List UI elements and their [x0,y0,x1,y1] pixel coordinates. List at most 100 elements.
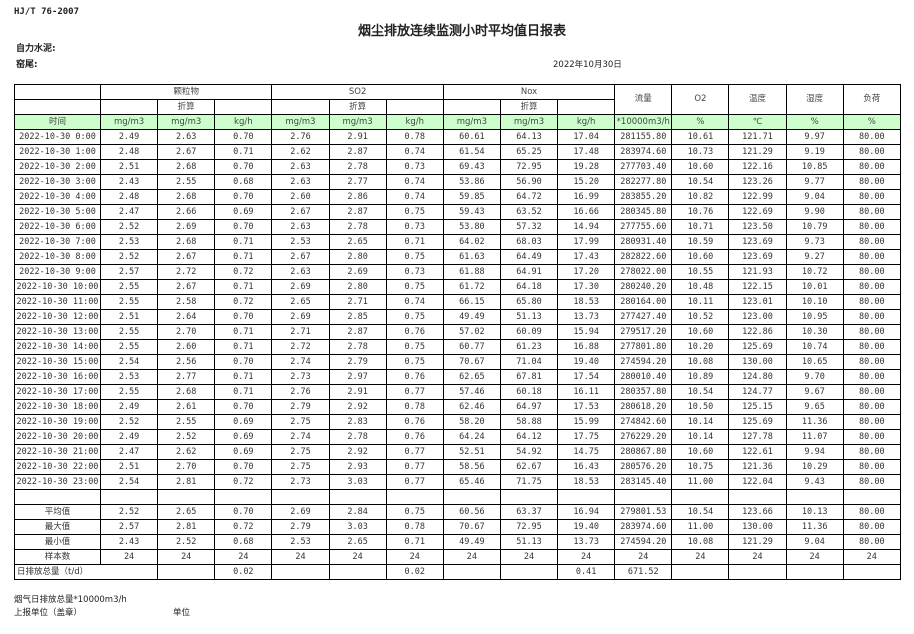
value-cell: 0.69 [214,204,273,220]
value-cell: 281155.80 [614,129,673,145]
value-cell: 80.00 [842,399,901,415]
value-cell: 17.75 [557,429,616,445]
value-cell [328,564,387,580]
value-cell: 24 [157,549,216,565]
value-cell: 60.56 [442,504,501,520]
value-cell: 0.78 [385,519,444,535]
value-cell: 49.49 [442,309,501,325]
value-cell: 13.73 [557,309,616,325]
table-row: 2022-10-30 15:00 2.54 2.56 0.70 2.74 2.79 0.75… [14,354,901,370]
value-cell: 0.71 [385,534,444,550]
value-cell: 2.65 [328,534,387,550]
value-cell: 19.28 [557,159,616,175]
value-cell: 10.08 [671,534,730,550]
row-label: 2022-10-30 12:00 [14,309,101,325]
value-cell: 0.73 [385,264,444,280]
value-cell: 2.55 [99,294,159,310]
company-label: 自力水泥: [16,44,56,54]
value-cell: 2.72 [271,339,330,355]
value-cell: 0.75 [385,279,444,295]
value-cell: 49.49 [442,534,501,550]
value-cell: 0.70 [214,354,273,370]
value-cell: 15.94 [557,324,616,340]
value-cell: 16.94 [557,504,616,520]
value-cell: 10.72 [785,264,844,280]
value-cell: 2.63 [271,219,330,235]
value-cell: 2.69 [271,279,330,295]
value-cell: 16.66 [557,204,616,220]
value-cell: 11.36 [785,519,844,535]
value-cell: 2.77 [328,174,387,190]
value-cell: 62.65 [442,369,501,385]
row-label: 2022-10-30 21:00 [14,444,101,460]
table-row: 2022-10-30 11:00 2.55 2.58 0.72 2.65 2.71 0.74… [14,294,901,310]
value-cell: 80.00 [842,204,901,220]
value-cell: 2.70 [157,459,216,475]
value-cell: 122.69 [728,204,787,220]
row-label: 2022-10-30 3:00 [14,174,101,190]
value-cell: 24 [671,549,730,565]
value-cell: 80.00 [842,354,901,370]
value-cell: 80.00 [842,369,901,385]
table-row: 2022-10-30 0:00 2.49 2.63 0.70 2.76 2.91 0.78 6… [14,129,901,145]
value-cell: 0.75 [385,309,444,325]
table-row: 2022-10-30 1:00 2.48 2.67 0.71 2.62 2.87 0.74 6… [14,144,901,160]
value-cell: 80.00 [842,444,901,460]
value-cell: 280357.80 [614,384,673,400]
value-cell: 9.04 [785,189,844,205]
value-cell [442,564,501,580]
value-cell: 80.00 [842,144,901,160]
value-cell: 80.00 [842,294,901,310]
table-row: 2022-10-30 2:00 2.51 2.68 0.70 2.63 2.78 0.73 6… [14,159,901,175]
value-cell: 2.52 [99,504,159,520]
table-row: 2022-10-30 16:00 2.53 2.77 0.71 2.73 2.97 0.76… [14,369,901,385]
row-label: 2022-10-30 6:00 [14,219,101,235]
table-row: 2022-10-30 23:00 2.54 2.81 0.72 2.73 3.03 0.77… [14,474,901,490]
value-cell [157,564,216,580]
value-cell: 0.76 [385,414,444,430]
value-cell: 2.53 [271,534,330,550]
summary-row: 平均值 2.52 2.65 0.70 2.69 2.84 0.75 60.56 63.37 16.… [14,504,901,520]
value-cell: 2.60 [271,189,330,205]
value-cell: 10.73 [671,144,730,160]
value-cell: 80.00 [842,249,901,265]
value-cell: mg/m3 [157,114,216,130]
value-cell: 2.69 [271,504,330,520]
group-so2: SO2 [271,84,444,100]
value-cell: 2.63 [271,174,330,190]
value-cell: 17.48 [557,144,616,160]
table-row: 2022-10-30 13:00 2.55 2.70 0.71 2.71 2.87 0.76… [14,324,901,340]
value-cell: 2.97 [328,369,387,385]
value-cell: 15.99 [557,414,616,430]
value-cell: 14.94 [557,219,616,235]
value-cell: 125.69 [728,414,787,430]
value-cell: 2.43 [99,174,159,190]
value-cell: 2.75 [271,444,330,460]
value-cell: 2.62 [157,444,216,460]
value-cell: 2.74 [271,354,330,370]
blank-cell [442,99,501,115]
value-cell: 2.71 [328,294,387,310]
value-cell: 2.51 [99,309,159,325]
value-cell: 80.00 [842,384,901,400]
value-cell: 0.74 [385,144,444,160]
table-row: 2022-10-30 3:00 2.43 2.55 0.68 2.63 2.77 0.74 5… [14,174,901,190]
value-cell: 0.70 [214,189,273,205]
group-nox: Nox [442,84,616,100]
blank-cell [499,489,559,505]
blank-cell [157,489,216,505]
value-cell: 122.99 [728,189,787,205]
value-cell: 0.70 [214,399,273,415]
value-cell: 10.10 [785,294,844,310]
value-cell: 10.79 [785,219,844,235]
value-cell: 0.78 [385,129,444,145]
value-cell: 122.16 [728,159,787,175]
value-cell: 125.69 [728,339,787,355]
value-cell: 24 [557,549,616,565]
value-cell: % [785,114,844,130]
value-cell: 9.77 [785,174,844,190]
row-label: 时间 [14,114,101,130]
value-cell: 2.67 [271,249,330,265]
value-cell: 61.54 [442,144,501,160]
value-cell: 10.11 [671,294,730,310]
